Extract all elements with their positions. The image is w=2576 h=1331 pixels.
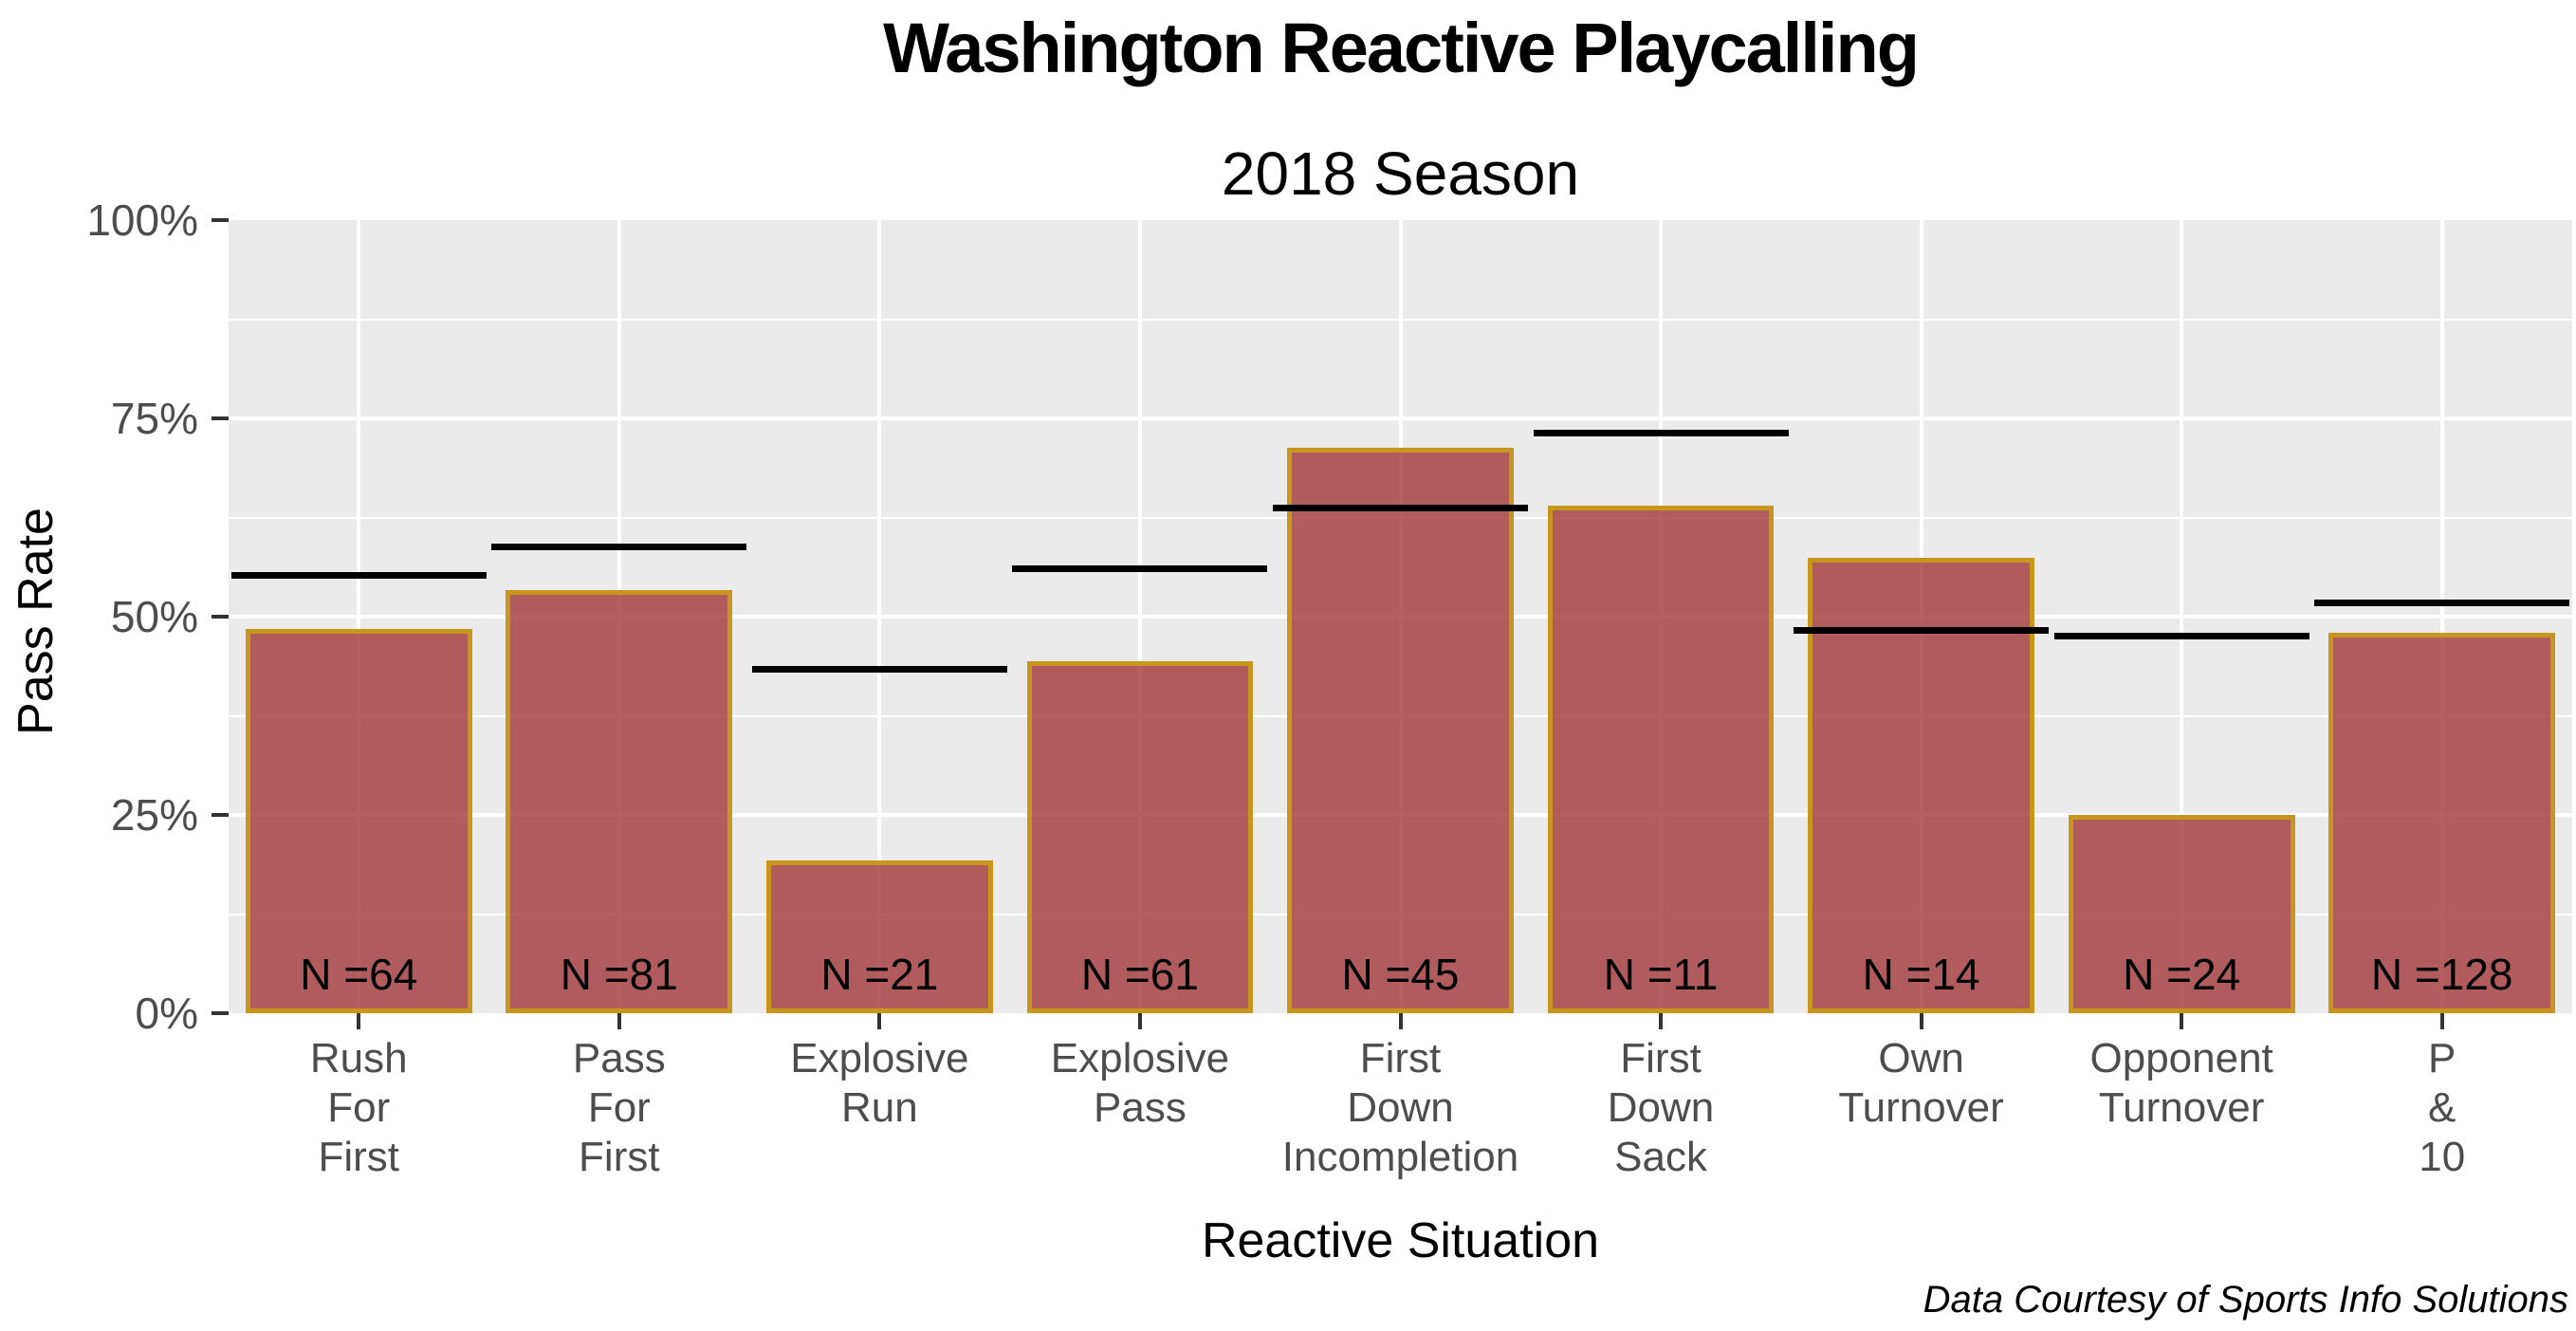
- x-tick-label-p-10: P & 10: [2419, 1035, 2466, 1180]
- x-tick-label-first-down-incompletion: First Down Incompletion: [1281, 1035, 1519, 1180]
- category-gridline: [1137, 220, 1142, 1013]
- marker-line-explosive-run: [751, 665, 1007, 673]
- y-tick-mark: [212, 1011, 229, 1015]
- bar-pass-for-first: [506, 589, 733, 1013]
- marker-line-explosive-pass: [1012, 564, 1268, 572]
- x-tick-label-explosive-pass: Explosive Pass: [1050, 1035, 1230, 1131]
- y-tick-label: 50%: [110, 592, 198, 641]
- x-tick-mark: [2180, 1013, 2184, 1029]
- x-tick-mark: [877, 1013, 882, 1029]
- category-gridline: [357, 220, 361, 1013]
- x-tick-mark: [2439, 1013, 2444, 1029]
- x-axis-title: Reactive Situation: [1201, 1213, 1600, 1268]
- marker-line-opponent-turnover: [2053, 633, 2309, 640]
- marker-line-own-turnover: [1794, 626, 2050, 634]
- category-gridline: [2439, 220, 2444, 1013]
- bar-own-turnover: [1808, 558, 2035, 1013]
- bar-p-10: [2328, 632, 2556, 1013]
- bar-first-down-sack: [1547, 505, 1775, 1013]
- x-tick-label-explosive-run: Explosive Run: [790, 1035, 969, 1131]
- x-tick-label-opponent-turnover: Opponent Turnover: [2089, 1035, 2273, 1131]
- x-tick-label-pass-for-first: Pass For First: [572, 1035, 666, 1180]
- marker-line-first-down-incompletion: [1272, 504, 1529, 511]
- bar-first-down-incompletion: [1287, 447, 1514, 1013]
- x-tick-mark: [1659, 1013, 1664, 1029]
- bar-count-label: N =14: [1862, 950, 1980, 999]
- bar-count-label: N =81: [560, 950, 678, 999]
- bar-count-label: N =61: [1080, 950, 1199, 999]
- y-tick-label: 75%: [110, 394, 198, 443]
- bar-count-label: N =64: [300, 950, 418, 999]
- bar-explosive-pass: [1026, 660, 1254, 1013]
- bar-count-label: N =21: [820, 950, 939, 999]
- x-tick-mark: [1398, 1013, 1403, 1029]
- x-tick-mark: [616, 1013, 621, 1029]
- x-tick-label-rush-for-first: Rush For First: [309, 1035, 408, 1180]
- plot-panel: N =64 N =81 N =21 N =61 N =45 N =11 N =14 N =24…: [229, 220, 2572, 1013]
- category-gridline: [2180, 220, 2184, 1013]
- chart-subtitle: 2018 Season: [1221, 139, 1580, 208]
- y-tick-label: 0%: [135, 989, 198, 1038]
- category-gridline: [877, 220, 882, 1013]
- bar-rush-for-first: [245, 629, 472, 1013]
- marker-line-p-10: [2314, 600, 2570, 607]
- x-tick-mark: [1919, 1013, 1923, 1029]
- bar-count-label: N =11: [1603, 950, 1719, 999]
- chart-title: Washington Reactive Playcalling: [883, 9, 1920, 87]
- bar-count-label: N =45: [1341, 950, 1460, 999]
- x-tick-mark: [357, 1013, 361, 1029]
- y-tick-label: 25%: [110, 790, 198, 840]
- data-source-caption: Data Courtesy of Sports Info Solutions: [1923, 1279, 2568, 1321]
- bar-count-label: N =24: [2123, 950, 2241, 999]
- y-tick-mark: [212, 218, 229, 222]
- bar-explosive-run: [765, 860, 993, 1013]
- bar-opponent-turnover: [2068, 815, 2295, 1013]
- marker-line-first-down-sack: [1533, 430, 1789, 437]
- x-tick-label-own-turnover: Own Turnover: [1838, 1035, 2004, 1131]
- marker-line-rush-for-first: [230, 572, 487, 580]
- marker-line-pass-for-first: [491, 543, 747, 550]
- y-tick-mark: [212, 615, 229, 619]
- bar-count-label: N =128: [2370, 950, 2513, 999]
- x-tick-mark: [1137, 1013, 1142, 1029]
- x-tick-label-first-down-sack: First Down Sack: [1607, 1035, 1715, 1180]
- y-tick-mark: [212, 813, 229, 817]
- y-tick-mark: [212, 416, 229, 420]
- y-tick-label: 100%: [86, 195, 198, 245]
